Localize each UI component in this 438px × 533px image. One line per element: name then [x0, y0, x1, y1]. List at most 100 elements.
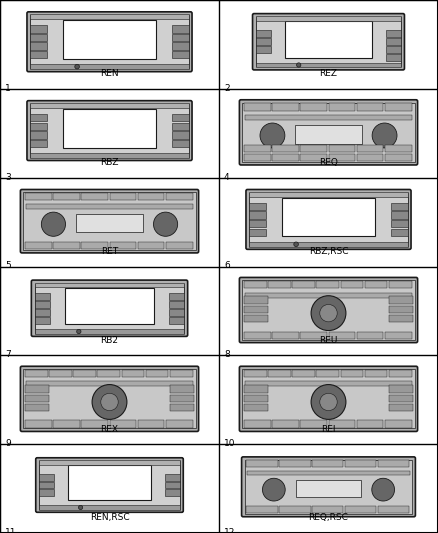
Bar	[357, 332, 383, 339]
Bar	[31, 14, 188, 19]
Bar	[53, 193, 80, 200]
Bar	[389, 315, 413, 322]
Bar	[39, 505, 180, 510]
Bar	[268, 281, 291, 288]
Bar	[73, 370, 96, 377]
Circle shape	[78, 505, 83, 510]
Text: 4: 4	[224, 173, 230, 182]
Text: RBZ: RBZ	[100, 158, 119, 167]
Bar	[256, 17, 401, 67]
Bar	[378, 461, 410, 467]
FancyBboxPatch shape	[36, 458, 183, 512]
Bar	[172, 123, 188, 130]
Bar	[256, 16, 401, 21]
Bar	[312, 506, 343, 513]
Bar	[165, 489, 180, 496]
Bar	[65, 288, 154, 324]
Bar	[169, 293, 184, 300]
Text: REI: REI	[321, 424, 336, 433]
Circle shape	[41, 212, 66, 236]
Bar	[357, 145, 383, 152]
Bar	[172, 34, 188, 41]
Bar	[31, 25, 47, 33]
Circle shape	[372, 123, 397, 148]
Bar	[25, 385, 49, 393]
Bar	[31, 140, 47, 147]
Bar	[328, 103, 355, 111]
Bar	[386, 38, 401, 45]
FancyBboxPatch shape	[21, 190, 198, 253]
Bar	[31, 34, 47, 41]
Bar	[391, 220, 407, 228]
Text: RBZ,RSC: RBZ,RSC	[309, 247, 348, 256]
Bar	[172, 25, 188, 33]
Bar	[138, 421, 164, 428]
Bar	[365, 370, 388, 377]
Bar	[385, 332, 412, 339]
Bar	[391, 212, 407, 219]
Bar	[244, 404, 268, 411]
Bar	[110, 421, 136, 428]
Bar	[250, 220, 266, 228]
Circle shape	[75, 64, 79, 69]
Bar	[345, 461, 376, 467]
FancyBboxPatch shape	[240, 366, 417, 431]
Bar	[76, 214, 143, 232]
Bar	[244, 296, 268, 304]
Bar	[272, 145, 299, 152]
Bar	[31, 131, 47, 139]
Bar	[39, 474, 54, 481]
Bar	[244, 103, 271, 111]
Bar	[170, 394, 194, 402]
Bar	[35, 309, 50, 316]
Circle shape	[297, 63, 301, 67]
Text: 3: 3	[5, 173, 11, 182]
FancyBboxPatch shape	[253, 14, 404, 70]
Bar	[250, 193, 407, 246]
FancyBboxPatch shape	[240, 278, 417, 343]
Bar	[39, 482, 54, 488]
Text: 7: 7	[5, 350, 11, 359]
Bar	[389, 370, 412, 377]
Bar	[250, 242, 407, 247]
Bar	[169, 309, 184, 316]
Bar	[172, 131, 188, 139]
Bar	[292, 370, 315, 377]
Bar	[300, 103, 327, 111]
Bar	[328, 421, 355, 428]
Text: REQ,RSC: REQ,RSC	[308, 513, 349, 522]
Bar	[81, 242, 108, 249]
Bar	[279, 461, 311, 467]
Text: REX: REX	[100, 424, 119, 433]
Bar	[166, 421, 193, 428]
Bar	[386, 46, 401, 53]
Bar	[165, 482, 180, 488]
Bar	[31, 64, 188, 69]
Bar	[245, 293, 412, 297]
Text: REU: REU	[319, 336, 338, 345]
Text: RET: RET	[101, 247, 118, 256]
FancyBboxPatch shape	[242, 457, 415, 516]
Bar	[35, 317, 50, 324]
Bar	[166, 193, 193, 200]
Bar	[25, 394, 49, 402]
Bar	[35, 284, 184, 333]
Bar	[35, 293, 50, 300]
Bar	[244, 145, 271, 152]
Circle shape	[77, 329, 81, 334]
Circle shape	[260, 123, 285, 148]
Bar	[31, 104, 188, 157]
Bar	[242, 369, 415, 429]
Circle shape	[372, 478, 395, 501]
Bar	[357, 103, 383, 111]
Bar	[26, 382, 193, 386]
Text: REN,RSC: REN,RSC	[90, 513, 129, 522]
Bar	[256, 38, 271, 45]
Bar	[110, 242, 136, 249]
Bar	[25, 370, 48, 377]
Bar	[316, 281, 339, 288]
Text: 1: 1	[5, 84, 11, 93]
Bar	[296, 480, 361, 497]
Bar	[31, 51, 47, 58]
Bar	[385, 145, 412, 152]
